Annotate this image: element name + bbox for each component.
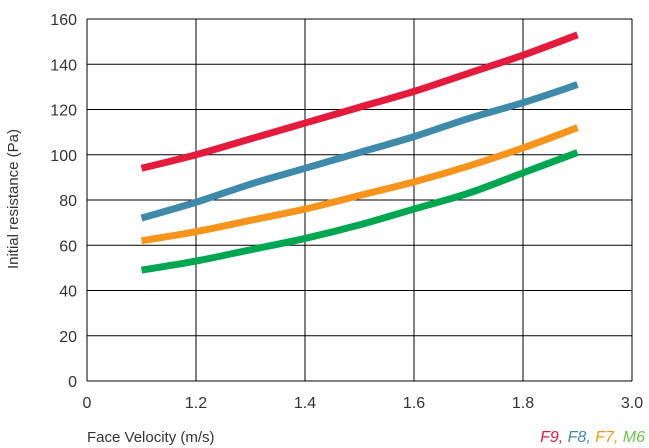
x-tick-label: 0: [83, 395, 92, 412]
legend-entry-m6: M6: [623, 429, 645, 446]
y-tick-label: 40: [59, 284, 77, 301]
y-tick-label: 140: [50, 57, 77, 74]
legend-entry-f8: F8: [568, 429, 587, 446]
y-tick-label: 80: [59, 193, 77, 210]
legend-entry-f7: F7: [595, 429, 615, 446]
x-tick-label: 1.2: [185, 395, 207, 412]
series-line-f7: [140, 124, 579, 245]
legend-entry-f9: F9: [540, 429, 559, 446]
x-tick-label: 1.4: [294, 395, 316, 412]
legend-separator: ,: [614, 429, 623, 446]
y-axis-title: Initial resistance (Pa): [5, 129, 22, 269]
y-tick-label: 160: [50, 12, 77, 29]
y-tick-label: 120: [50, 103, 77, 120]
legend: F9, F8, F7, M6: [540, 429, 645, 446]
x-tick-label: 1.6: [403, 395, 425, 412]
x-axis-title: Face Velocity (m/s): [87, 429, 215, 446]
x-tick-label: 1.8: [512, 395, 534, 412]
series-lines: [140, 31, 579, 274]
tick-labels: 0 1.2 1.4 1.6 1.8 3.0 0 20 40 60 80 100 120 140 160: [50, 12, 643, 412]
legend-separator: ,: [586, 429, 595, 446]
y-tick-label: 0: [68, 374, 77, 391]
legend-separator: ,: [559, 429, 568, 446]
x-tick-label: 3.0: [621, 395, 643, 412]
series-line-f9: [140, 31, 579, 172]
series-line-f8: [140, 81, 579, 222]
y-tick-label: 60: [59, 238, 77, 255]
series-line-m6: [140, 149, 579, 274]
y-tick-label: 100: [50, 148, 77, 165]
grid: [86, 18, 633, 382]
y-tick-label: 20: [59, 329, 77, 346]
